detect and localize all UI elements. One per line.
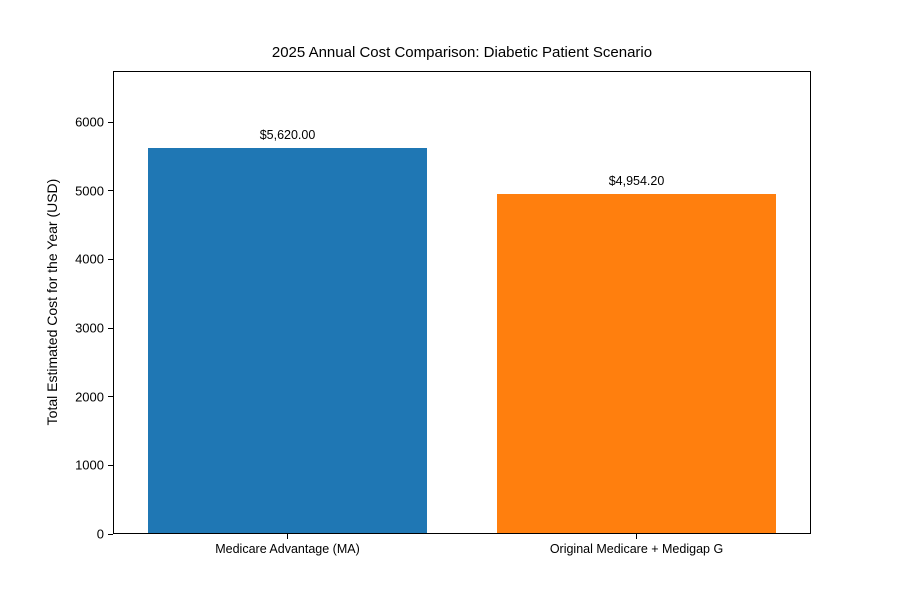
bar-value-label: $5,620.00 [259, 128, 316, 143]
y-tick-mark [108, 121, 113, 123]
x-tick-mark [636, 534, 637, 539]
y-tick-label: 1000 [75, 457, 104, 473]
x-tick-label: Medicare Advantage (MA) [215, 542, 360, 556]
y-axis-label: Total Estimated Cost for the Year (USD) [44, 178, 60, 426]
y-tick-label: 4000 [75, 251, 104, 267]
y-tick-label: 2000 [75, 389, 104, 405]
y-tick-mark [108, 396, 113, 398]
y-tick-label: 6000 [75, 114, 104, 130]
y-tick-label: 0 [96, 526, 104, 542]
y-tick-label: 5000 [75, 183, 104, 199]
y-tick-mark [108, 464, 113, 466]
bar [147, 148, 428, 534]
x-tick-label: Original Medicare + Medigap G [549, 542, 724, 556]
chart-title: 2025 Annual Cost Comparison: Diabetic Pa… [271, 44, 653, 61]
x-tick-mark [287, 534, 288, 539]
y-tick-mark [108, 258, 113, 260]
y-tick-label: 3000 [75, 320, 104, 336]
bar-value-label: $4,954.20 [608, 173, 665, 188]
y-tick-mark [108, 190, 113, 192]
y-tick-mark [108, 533, 113, 535]
bar [496, 193, 777, 534]
y-tick-mark [108, 327, 113, 329]
